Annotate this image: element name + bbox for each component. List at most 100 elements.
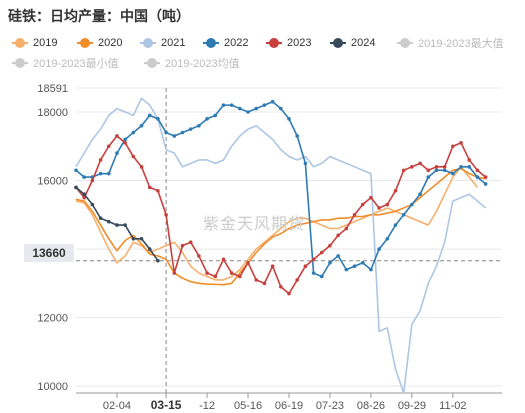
x-tick-label: 08-26 — [357, 400, 385, 412]
y-max-label: 18591 — [37, 83, 68, 95]
series-point-2022 — [311, 271, 316, 275]
series-point-2023 — [123, 141, 127, 145]
series-point-2023 — [246, 260, 250, 265]
series-point-2023 — [311, 257, 316, 262]
series-point-2022 — [115, 151, 119, 155]
series-point-2023 — [442, 165, 447, 169]
legend: 2019 2020 2021 2022 2023 2024 2019-2023最大值 2019… — [12, 36, 517, 76]
series-point-2023 — [410, 165, 414, 169]
series-point-2023 — [270, 264, 275, 269]
series-line-2020 — [75, 167, 486, 286]
series-point-2022 — [197, 123, 201, 128]
x-tick-label: 11-02 — [439, 400, 466, 412]
legend-item[interactable]: 2024 — [330, 36, 375, 50]
y-tick-label: 12000 — [37, 313, 68, 325]
legend-swatch — [140, 38, 156, 48]
series-point-2022 — [442, 168, 447, 173]
legend-label: 2020 — [98, 37, 123, 49]
series-point-2023 — [164, 212, 168, 217]
series-point-2024 — [123, 223, 127, 227]
x-tick-label: 07-23 — [316, 400, 344, 412]
legend-swatch — [77, 38, 93, 48]
series-point-2023 — [336, 233, 340, 238]
series-point-2024 — [115, 223, 119, 227]
legend-label: 2019-2023最小值 — [33, 58, 119, 70]
series-point-2023 — [467, 158, 472, 162]
series-point-2022 — [393, 223, 398, 227]
series-point-2022 — [434, 168, 439, 173]
x-tick-label: 02-04 — [103, 400, 131, 412]
legend-swatch — [144, 58, 160, 68]
series-point-2023 — [360, 202, 365, 207]
series-point-2023 — [459, 141, 463, 145]
crosshair-y-label: 13660 — [24, 244, 74, 262]
series-line-2022 — [75, 100, 487, 278]
series-point-2023 — [385, 202, 390, 207]
series-point-2023 — [221, 257, 226, 262]
series-point-2022 — [336, 254, 340, 258]
series-point-2022 — [82, 175, 86, 179]
series-point-2023 — [254, 278, 259, 282]
series-point-2024 — [139, 236, 144, 241]
legend-item[interactable]: 2019-2023均值 — [144, 56, 240, 70]
series-point-2022 — [131, 130, 136, 135]
series-point-2023 — [115, 134, 119, 138]
legend-item[interactable]: 2019-2023最大值 — [397, 36, 504, 50]
series-point-2023 — [147, 185, 152, 190]
legend-item[interactable]: 2020 — [77, 36, 122, 50]
series-point-2022 — [98, 171, 103, 176]
legend-item[interactable]: 2022 — [203, 36, 248, 50]
legend-label: 2024 — [351, 37, 376, 49]
series-point-2023 — [82, 195, 86, 200]
series-point-2023 — [106, 144, 111, 149]
series-point-2022 — [254, 106, 259, 111]
legend-item[interactable]: 2021 — [140, 36, 185, 50]
series-line-2021 — [75, 97, 487, 394]
series-point-2022 — [123, 137, 127, 142]
series-point-2024 — [82, 192, 86, 197]
series-point-2023 — [319, 250, 324, 255]
legend-swatch — [397, 38, 413, 48]
series-point-2022 — [139, 123, 144, 128]
series-point-2023 — [377, 206, 381, 210]
series-point-2022 — [270, 99, 275, 104]
y-tick-label: 18000 — [37, 107, 68, 119]
series-point-2022 — [459, 165, 463, 169]
legend-swatch — [12, 58, 28, 68]
legend-label: 2019 — [33, 37, 58, 49]
legend-label: 2023 — [287, 37, 312, 49]
series-point-2022 — [213, 113, 218, 118]
series-point-2022 — [279, 106, 283, 111]
y-tick-label: 10000 — [37, 381, 68, 393]
series-point-2023 — [475, 168, 480, 173]
series-point-2022 — [410, 202, 414, 207]
x-tick-label: 09-29 — [398, 400, 426, 412]
series-point-2023 — [295, 278, 299, 282]
series-point-2023 — [426, 168, 431, 173]
y-tick-label: 16000 — [37, 176, 68, 188]
series-point-2023 — [328, 243, 332, 248]
legend-item[interactable]: 2019-2023最小值 — [12, 56, 119, 70]
series-point-2022 — [147, 113, 152, 118]
series-point-2022 — [401, 212, 406, 217]
series-point-2023 — [238, 274, 242, 279]
series-point-2023 — [180, 243, 185, 248]
series-point-2023 — [369, 195, 373, 200]
series-point-2023 — [352, 212, 357, 217]
legend-item[interactable]: 2019 — [12, 36, 57, 50]
series-point-2023 — [172, 271, 177, 275]
series-point-2024 — [74, 185, 78, 190]
series-point-2023 — [451, 144, 455, 149]
legend-label: 2019-2023均值 — [165, 58, 240, 70]
legend-item[interactable]: 2023 — [266, 36, 311, 50]
series-point-2022 — [172, 134, 177, 138]
series-point-2023 — [303, 264, 308, 269]
series-point-2023 — [434, 165, 439, 169]
x-tick-label: 03-15 — [151, 398, 182, 412]
series-point-2023 — [205, 271, 209, 275]
series-point-2022 — [418, 192, 422, 197]
series-point-2022 — [303, 161, 308, 166]
series-point-2023 — [197, 254, 201, 258]
legend-label: 2021 — [161, 37, 186, 49]
